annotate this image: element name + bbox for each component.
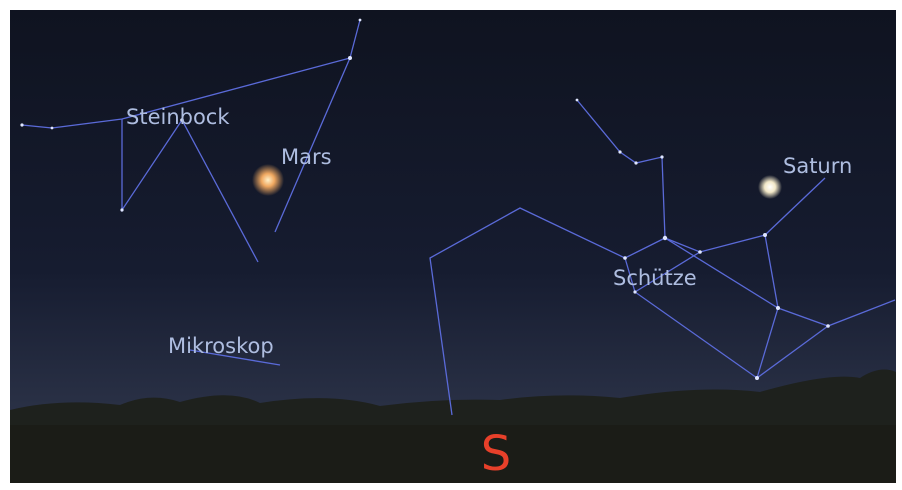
saturn-planet xyxy=(758,175,782,199)
planet-label: Saturn xyxy=(783,154,852,178)
constellation-label: Steinbock xyxy=(126,105,230,129)
cardinal-direction: S xyxy=(481,426,511,482)
mars-planet xyxy=(252,164,284,196)
constellation-label: Mikroskop xyxy=(168,334,274,358)
page: Steinbock Mars Mikroskop Saturn Schütze … xyxy=(0,0,902,490)
constellation-label: Schütze xyxy=(613,266,697,290)
ground xyxy=(10,425,896,483)
planet-label: Mars xyxy=(281,145,332,169)
sky-view: Steinbock Mars Mikroskop Saturn Schütze … xyxy=(0,0,902,490)
